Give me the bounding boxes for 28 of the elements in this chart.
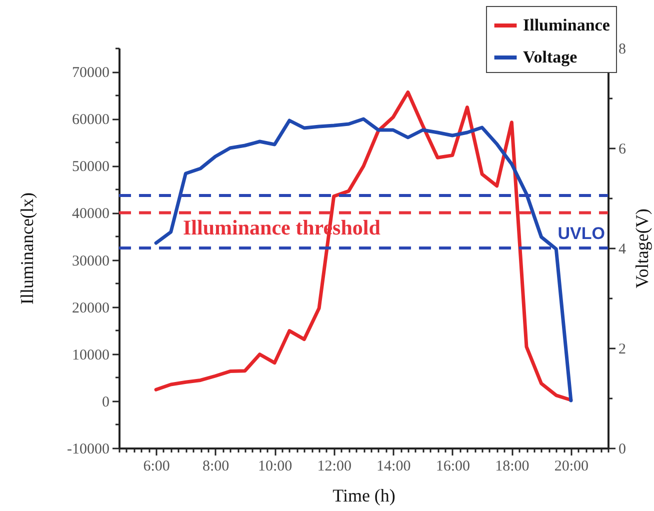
- x-tick-label: 18:00: [495, 458, 530, 474]
- x-tick-label: 20:00: [554, 458, 589, 474]
- y-tick-label: 60000: [72, 112, 110, 128]
- y2-tick-label: 2: [618, 342, 626, 358]
- y-tick-label: 0: [102, 394, 110, 410]
- x-tick-label: 6:00: [143, 458, 170, 474]
- y2-tick-label: 4: [618, 242, 626, 258]
- x-tick-label: 8:00: [202, 458, 230, 474]
- x-tick-label: 10:00: [258, 458, 292, 474]
- y-tick-label: 10000: [72, 347, 110, 364]
- x-axis-title: Time (h): [332, 486, 396, 506]
- legend-label: Illuminance: [523, 16, 610, 34]
- legend-label: Voltage: [523, 48, 578, 66]
- y2-axis-title: Voltage(V): [632, 208, 652, 288]
- y2-tick-label: 0: [618, 442, 626, 458]
- y-tick-label: 30000: [72, 253, 110, 270]
- y2-tick-label: 8: [618, 42, 626, 58]
- y-tick-label: 70000: [72, 65, 110, 82]
- x-tick-label: 16:00: [436, 458, 470, 474]
- y-tick-label: 20000: [72, 300, 110, 316]
- y-tick-label: 50000: [72, 159, 110, 176]
- y-axis-title: Illuminance(lx): [17, 192, 38, 304]
- y2-tick-label: 6: [618, 142, 626, 158]
- y-tick-label: -10000: [67, 442, 110, 458]
- y-tick-label: 40000: [72, 206, 110, 222]
- ref-line-label: UVLO: [558, 224, 605, 243]
- x-tick-label: 12:00: [317, 458, 352, 474]
- x-tick-label: 14:00: [376, 458, 411, 474]
